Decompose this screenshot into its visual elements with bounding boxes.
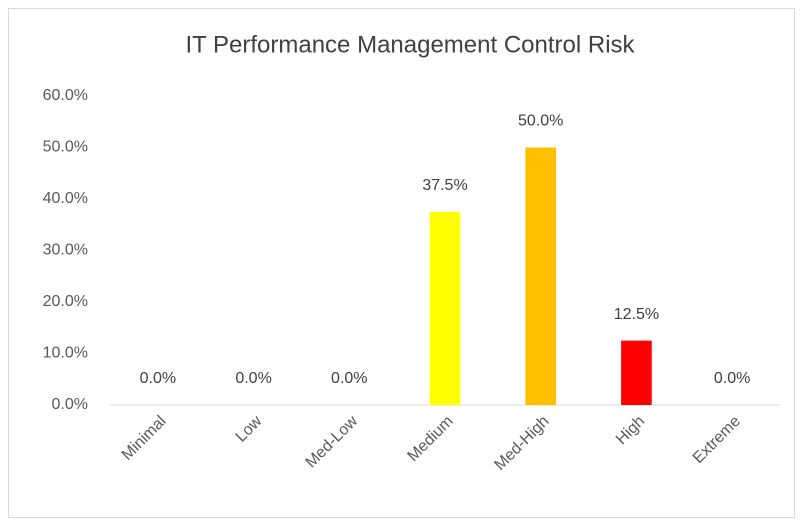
data-label: 0.0%: [140, 370, 176, 387]
chart-frame: [8, 8, 795, 518]
data-label: 12.5%: [614, 306, 659, 323]
data-label: 37.5%: [422, 177, 467, 194]
data-label: 0.0%: [714, 370, 750, 387]
bar: [429, 211, 461, 405]
y-tick-label: 20.0%: [43, 293, 88, 310]
y-tick-label: 30.0%: [43, 242, 88, 259]
y-tick-label: 40.0%: [43, 190, 88, 207]
y-tick-label: 60.0%: [43, 87, 88, 104]
chart-title: IT Performance Management Control Risk: [185, 31, 635, 58]
data-label: 50.0%: [518, 113, 563, 130]
data-label: 0.0%: [235, 370, 271, 387]
y-tick-label: 10.0%: [43, 345, 88, 362]
bar: [621, 340, 652, 405]
y-tick-label: 50.0%: [43, 139, 88, 156]
data-label: 0.0%: [331, 370, 367, 387]
y-tick-label: 0.0%: [52, 396, 88, 413]
bar: [525, 147, 557, 405]
